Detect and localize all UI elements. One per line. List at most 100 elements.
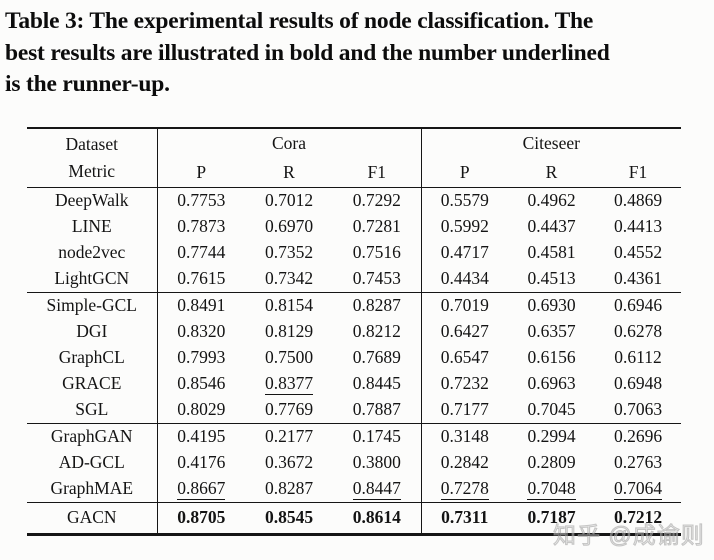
- header-cora-f1: F1: [333, 157, 422, 187]
- header-citeseer-r: R: [545, 161, 558, 182]
- value-cell: 0.8320: [177, 321, 226, 341]
- table-row: node2vec 0.7744 0.7352 0.7516 0.4717 0.4581 0.…: [27, 239, 681, 266]
- value-cell: 0.7187: [527, 507, 576, 527]
- value-cell: 0.6156: [527, 347, 576, 367]
- header-dataset-label: Dataset: [65, 133, 118, 154]
- value-cell: 0.1745: [333, 423, 422, 450]
- table-row: SGL 0.8029 0.7769 0.7887 0.7177 0.7045 0.7063: [27, 396, 681, 423]
- value-cell: 0.4552: [613, 242, 663, 262]
- value-cell: 0.2177: [264, 426, 314, 446]
- row-label: DGI: [27, 318, 158, 345]
- row-label: GraphCL: [27, 344, 158, 371]
- value-cell: 0.7278: [440, 478, 489, 500]
- header-citeseer-p: P: [459, 161, 470, 182]
- value-cell: 0.8287: [264, 478, 314, 498]
- row-label: GraphMAE: [27, 475, 158, 502]
- value-cell: 0.7045: [527, 399, 576, 419]
- table-row: LightGCN 0.7615 0.7342 0.7453 0.4434 0.4513 0.…: [27, 265, 681, 292]
- table-row: GACN 0.8705 0.8545 0.8614 0.7311 0.7187 0.7212: [27, 502, 682, 534]
- value-cell: 0.2842: [440, 452, 489, 472]
- header-citeseer-f1: F1: [628, 161, 648, 182]
- value-cell: 0.7292: [333, 187, 422, 214]
- value-cell: 0.7311: [441, 507, 489, 527]
- row-label: GraphGAN: [27, 423, 158, 450]
- value-cell: 0.6112: [614, 347, 662, 367]
- value-cell: 0.8491: [177, 295, 226, 315]
- value-cell: 0.8129: [264, 321, 314, 341]
- value-cell: 0.8545: [264, 507, 314, 527]
- value-cell: 0.7352: [264, 242, 314, 262]
- value-cell: 0.8445: [333, 370, 422, 397]
- value-cell: 0.7064: [613, 478, 663, 500]
- table-row: GraphMAE 0.8667 0.8287 0.8447 0.7278 0.7048 0.…: [27, 475, 681, 502]
- row-label: AD-GCL: [27, 449, 158, 476]
- value-cell: 0.2696: [613, 426, 663, 446]
- header-cora-r: R: [283, 161, 295, 182]
- value-cell: 0.7177: [440, 399, 489, 419]
- value-cell: 0.7453: [333, 265, 422, 292]
- value-cell: 0.8667: [177, 478, 226, 500]
- value-cell: 0.4361: [613, 268, 663, 288]
- table-header: Dataset Metric Cora Citeseer P R F1 P R …: [27, 127, 682, 187]
- value-cell: 0.7615: [177, 268, 226, 288]
- caption-line-2: best results are illustrated in bold and…: [5, 39, 610, 66]
- value-cell: 0.2994: [527, 426, 576, 446]
- table-row: Simple-GCL 0.8491 0.8154 0.8287 0.7019 0.6930…: [27, 292, 682, 319]
- value-cell: 0.2809: [527, 452, 576, 472]
- value-cell: 0.7744: [177, 242, 226, 262]
- row-label: node2vec: [27, 239, 158, 266]
- value-cell: 0.7048: [527, 478, 576, 500]
- value-cell: 0.6948: [613, 373, 663, 393]
- value-cell: 0.8377: [264, 373, 314, 395]
- value-cell: 0.7993: [177, 347, 226, 367]
- caption-line-3: is the runner-up.: [5, 71, 170, 97]
- value-cell: 0.7063: [613, 399, 663, 419]
- row-label: SGL: [27, 396, 158, 423]
- value-cell: 0.7281: [333, 213, 422, 240]
- value-cell: 0.5992: [440, 216, 489, 236]
- table-row: AD-GCL 0.4176 0.3672 0.3800 0.2842 0.2809 0.27…: [27, 449, 681, 476]
- value-cell: 0.3800: [333, 449, 422, 476]
- row-label: GACN: [27, 502, 158, 534]
- value-cell: 0.4962: [527, 190, 576, 210]
- value-cell: 0.8447: [333, 475, 422, 502]
- value-cell: 0.8614: [333, 502, 422, 534]
- value-cell: 0.4437: [527, 216, 576, 236]
- value-cell: 0.4581: [527, 242, 576, 262]
- value-cell: 0.8029: [177, 399, 226, 419]
- value-cell: 0.4869: [613, 190, 663, 210]
- results-tbody: DeepWalk 0.7753 0.7012 0.7292 0.5579 0.4962 0.…: [27, 187, 682, 534]
- value-cell: 0.5579: [440, 190, 489, 210]
- header-cora-p: P: [196, 161, 207, 182]
- value-cell: 0.6357: [527, 321, 576, 341]
- value-cell: 0.4434: [440, 268, 489, 288]
- table-row: GRACE 0.8546 0.8377 0.8445 0.7232 0.6963 0.694…: [27, 370, 681, 397]
- value-cell: 0.6547: [440, 347, 489, 367]
- row-label: Simple-GCL: [27, 292, 158, 319]
- value-cell: 0.4413: [613, 216, 663, 236]
- value-cell: 0.7689: [333, 344, 422, 371]
- results-table: Dataset Metric Cora Citeseer P R F1 P R …: [27, 126, 682, 536]
- row-label: GRACE: [27, 370, 158, 397]
- row-label: LINE: [27, 213, 158, 240]
- value-cell: 0.7012: [264, 190, 314, 210]
- table-row: DeepWalk 0.7753 0.7012 0.7292 0.5579 0.4962 0.…: [27, 187, 681, 214]
- value-cell: 0.6963: [527, 373, 576, 393]
- row-label: DeepWalk: [27, 187, 158, 214]
- value-cell: 0.4717: [440, 242, 489, 262]
- value-cell: 0.2763: [613, 452, 663, 472]
- value-cell: 0.4195: [177, 426, 226, 446]
- value-cell: 0.3672: [264, 452, 314, 472]
- caption-line-1: Table 3: The experimental results of nod…: [5, 8, 594, 34]
- value-cell: 0.8154: [264, 295, 314, 315]
- value-cell: 0.7769: [264, 399, 314, 419]
- value-cell: 0.4513: [527, 268, 576, 288]
- value-cell: 0.8212: [333, 318, 422, 345]
- value-cell: 0.6946: [613, 295, 663, 315]
- value-cell: 0.3148: [440, 426, 489, 446]
- value-cell: 0.7500: [264, 347, 314, 367]
- value-cell: 0.7887: [333, 396, 422, 423]
- value-cell: 0.4176: [177, 452, 226, 472]
- table-row: DGI 0.8320 0.8129 0.8212 0.6427 0.6357 0.6278: [27, 318, 681, 345]
- value-cell: 0.6427: [440, 321, 489, 341]
